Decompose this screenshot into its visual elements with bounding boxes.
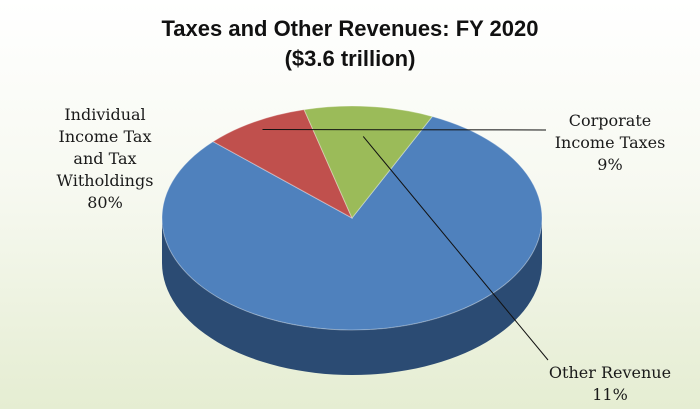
slice-other[interactable] [303, 105, 434, 219]
slice-value-corporate: 9% [597, 155, 623, 174]
slice-label-other: Other Revenue 11% [520, 362, 700, 406]
slice-corporate[interactable] [212, 109, 354, 220]
leader-line-corporate [262, 128, 547, 131]
slice-value-individual: 80% [87, 193, 123, 212]
leader-line-other [362, 136, 549, 361]
chart-title: Taxes and Other Revenues: FY 2020 [161, 16, 539, 41]
slice-label-corporate: Corporate Income Taxes 9% [525, 110, 695, 176]
pie-depth [162, 218, 542, 375]
slice-value-other: 11% [592, 385, 628, 404]
chart-title-block: Taxes and Other Revenues: FY 2020 ($3.6 … [0, 14, 700, 74]
chart-subtitle: ($3.6 trillion) [284, 46, 416, 71]
pie-top [161, 105, 543, 331]
slice-individual[interactable] [161, 115, 543, 331]
leader-lines [262, 128, 549, 361]
slice-side-individual [162, 218, 542, 375]
slice-label-individual: Individual Income Tax and Tax Witholding… [20, 104, 190, 214]
